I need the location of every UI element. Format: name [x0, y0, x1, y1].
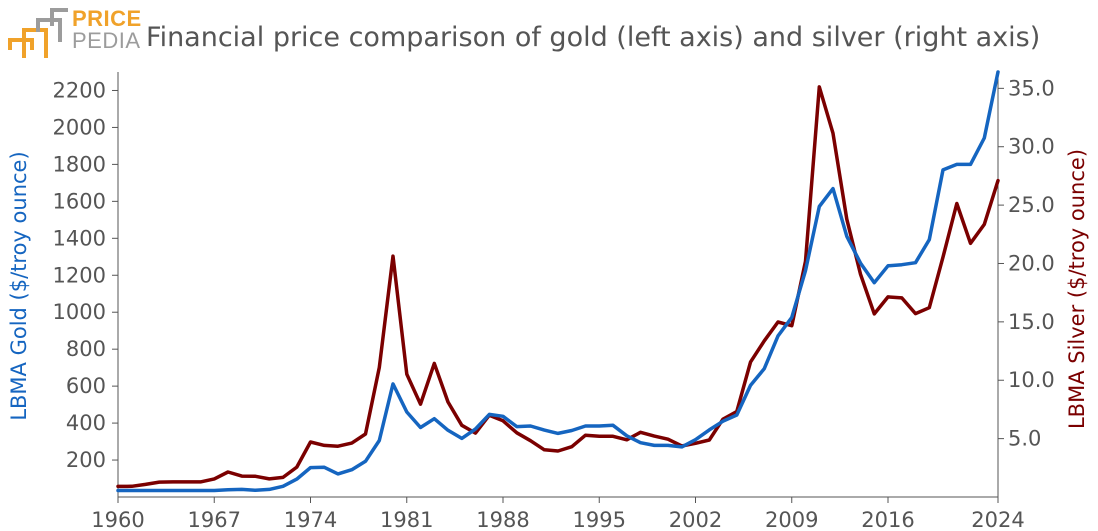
y-left-tick-label: 1000	[53, 300, 106, 324]
x-tick-label: 2009	[765, 508, 818, 531]
ticks-layer: 1960 1967 1974 1981 1988 1995 2002 2009 2016 2024…	[53, 76, 1055, 531]
y-left-tick-label: 200	[66, 448, 106, 472]
x-tick-label: 2016	[861, 508, 914, 531]
series-layer	[116, 70, 1000, 493]
y-right-tick-label: 25.0	[1008, 193, 1055, 217]
y-left-tick-label: 1600	[53, 189, 106, 213]
y-right-tick-label: 30.0	[1008, 135, 1055, 159]
chart-title: Financial price comparison of gold (left…	[146, 22, 1041, 53]
y-left-tick-label: 2000	[53, 115, 106, 139]
y-axis-left-label: LBMA Gold ($/troy ounce)	[7, 151, 31, 420]
pricepedia-logo: PRICE PEDIA	[8, 4, 148, 64]
y-left-tick-label: 1200	[53, 263, 106, 287]
gold-series-line	[116, 70, 1000, 493]
x-tick-label: 1960	[91, 508, 144, 531]
y-left-tick-label: 1400	[53, 226, 106, 250]
silver-series-line	[116, 85, 1000, 489]
y-right-tick-label: 20.0	[1008, 251, 1055, 275]
y-right-tick-label: 15.0	[1008, 310, 1055, 334]
x-tick-label: 1974	[284, 508, 337, 531]
y-right-tick-label: 35.0	[1008, 76, 1055, 100]
y-left-tick-label: 800	[66, 337, 106, 361]
pricepedia-logo-mark-icon	[8, 8, 68, 58]
y-right-tick-label: 5.0	[1008, 427, 1041, 451]
x-tick-label: 2002	[669, 508, 722, 531]
logo-text-price: PRICE	[72, 6, 142, 31]
x-tick-label: 1988	[476, 508, 529, 531]
y-left-tick-label: 600	[66, 374, 106, 398]
x-tick-label: 1967	[188, 508, 241, 531]
y-left-tick-label: 2200	[53, 78, 106, 102]
x-tick-label: 1981	[380, 508, 433, 531]
y-left-tick-label: 400	[66, 411, 106, 435]
y-left-tick-label: 1800	[53, 152, 106, 176]
y-right-tick-label: 10.0	[1008, 368, 1055, 392]
y-axis-right-label: LBMA Silver ($/troy ounce)	[1065, 149, 1089, 429]
x-tick-label: 2024	[971, 508, 1024, 531]
logo-text-pedia: PEDIA	[72, 28, 141, 53]
x-tick-label: 1995	[573, 508, 626, 531]
